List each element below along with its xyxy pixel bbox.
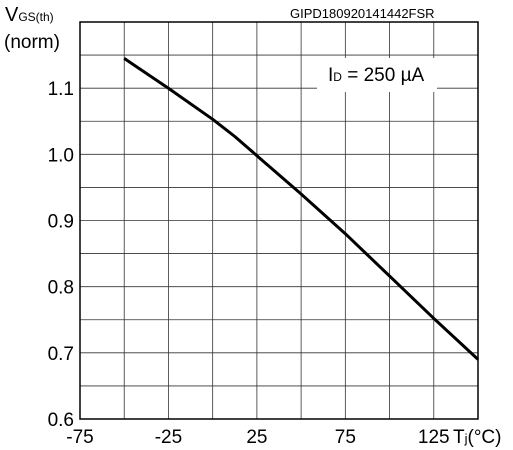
- y-tick-label: 1.1: [48, 79, 74, 100]
- y-tick-label: 0.9: [48, 212, 74, 233]
- tick-labels: 0.6 0.7 0.8 0.9 1.0 1.1 -75 -25 25 75 125: [48, 79, 450, 448]
- annotation-background: [317, 58, 437, 92]
- y-axis-unit: (norm): [4, 32, 60, 53]
- x-tick-label: -25: [155, 427, 182, 448]
- x-tick-label: 75: [335, 427, 356, 448]
- series: [123, 57, 480, 361]
- y-tick-label: 1.0: [48, 145, 74, 166]
- y-tick-label: 0.6: [48, 410, 74, 431]
- chart-id-label: GIPD180920141442FSR: [290, 6, 435, 21]
- x-tick-label: -75: [66, 427, 93, 448]
- plot-frame: [79, 21, 479, 420]
- y-axis-label: VGS(th): [5, 4, 54, 26]
- annotation-label: ID = 250 µA: [328, 65, 425, 86]
- x-tick-label: 25: [246, 427, 267, 448]
- y-tick-label: 0.7: [48, 344, 74, 365]
- x-axis-label: Tj(°C): [453, 427, 501, 448]
- y-tick-label: 0.8: [48, 278, 74, 299]
- x-tick-label: 125: [418, 427, 450, 448]
- series-line: [123, 57, 480, 361]
